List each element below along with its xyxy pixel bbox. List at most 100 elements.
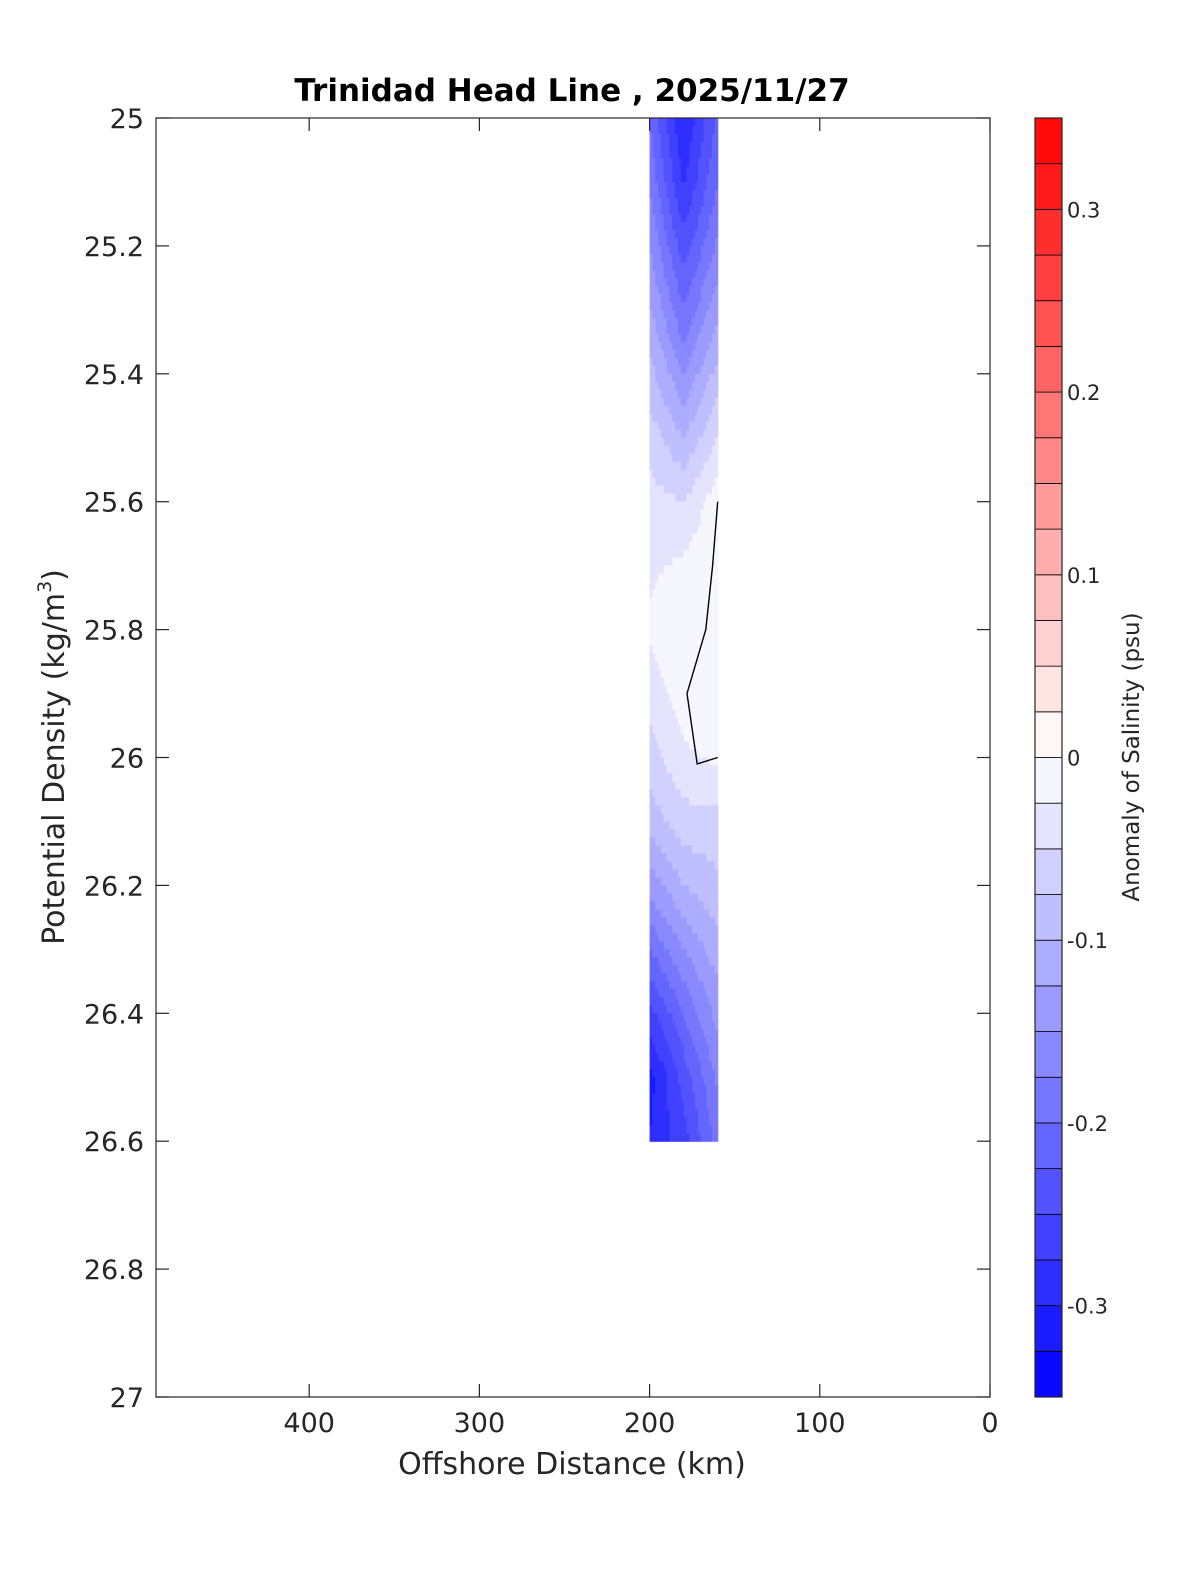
heatmap-cell [706, 989, 710, 998]
heatmap-cell [714, 341, 719, 351]
heatmap-cell [712, 853, 716, 863]
heatmap-cell [712, 677, 716, 687]
heatmap-cell [680, 445, 685, 455]
heatmap-cell [694, 893, 699, 902]
heatmap-cell [689, 197, 693, 207]
heatmap-cell [694, 125, 699, 135]
heatmap-cell [675, 277, 679, 287]
heatmap-cell [675, 869, 679, 878]
heatmap-cell [652, 829, 656, 839]
heatmap-cell [694, 741, 699, 751]
heatmap-cell [683, 653, 688, 663]
heatmap-cell [686, 373, 690, 383]
heatmap-cell [677, 333, 682, 343]
heatmap-cell [677, 933, 682, 942]
heatmap-cell [652, 933, 656, 942]
heatmap-cell [706, 381, 710, 391]
heatmap-cell [663, 909, 668, 918]
heatmap-cell [700, 541, 705, 551]
heatmap-cell [703, 1125, 707, 1134]
heatmap-cell [689, 493, 693, 503]
heatmap-cell [683, 869, 688, 878]
heatmap-cell [706, 221, 710, 231]
heatmap-cell [658, 821, 662, 831]
heatmap-cell [700, 181, 705, 191]
heatmap-cell [660, 541, 665, 551]
heatmap-cell [652, 885, 656, 894]
heatmap-cell [675, 317, 679, 327]
heatmap-cell [686, 661, 690, 671]
heatmap-cell [709, 173, 713, 183]
heatmap-cell [655, 453, 659, 463]
heatmap-cell [706, 1077, 710, 1086]
heatmap-cell [703, 309, 707, 319]
heatmap-cell [689, 333, 693, 343]
heatmap-cell [683, 541, 688, 551]
heatmap-cell [677, 765, 682, 775]
heatmap-cell [660, 677, 665, 687]
heatmap-cell [680, 749, 685, 759]
heatmap-cell [677, 1045, 682, 1054]
zero-contour-line [686, 501, 719, 765]
heatmap-cell [669, 469, 673, 479]
heatmap-cell [655, 493, 659, 503]
heatmap-cell [694, 677, 699, 687]
heatmap-cell [683, 1005, 688, 1014]
heatmap-cell [675, 485, 679, 495]
heatmap-cell [692, 981, 696, 990]
heatmap-cell [712, 221, 716, 231]
heatmap-cell [686, 333, 690, 343]
heatmap-cell [658, 781, 662, 791]
heatmap-cell [712, 509, 716, 519]
heatmap-cell [692, 565, 696, 575]
heatmap-cell [714, 557, 719, 567]
heatmap-cell [689, 1045, 693, 1054]
heatmap-cell [700, 813, 705, 823]
heatmap-cell [692, 781, 696, 791]
heatmap-cell [658, 861, 662, 871]
heatmap-cell [649, 493, 654, 503]
heatmap-cell [680, 349, 685, 359]
heatmap-cell [666, 933, 671, 942]
heatmap-cell [669, 981, 673, 990]
heatmap-cell [677, 118, 682, 127]
heatmap-cell [652, 645, 656, 655]
heatmap-cell [700, 957, 705, 966]
heatmap-cell [672, 925, 676, 934]
heatmap-cell [675, 693, 679, 703]
heatmap-cell [672, 781, 676, 791]
heatmap-cell [677, 205, 682, 215]
heatmap-cell [703, 725, 707, 735]
heatmap-cell [692, 493, 696, 503]
heatmap-cell [677, 1085, 682, 1094]
heatmap-cell [686, 621, 690, 631]
heatmap-cell [680, 381, 685, 391]
heatmap-cell [658, 941, 662, 950]
heatmap-cell [700, 333, 705, 343]
heatmap-cell [700, 469, 705, 479]
heatmap-cell [709, 1077, 713, 1086]
heatmap-cell [672, 813, 676, 823]
heatmap-cell [703, 797, 707, 807]
heatmap-cell [686, 765, 690, 775]
heatmap-cell [712, 741, 716, 751]
heatmap-cell [706, 637, 710, 647]
heatmap-cell [689, 1093, 693, 1102]
heatmap-cell [692, 757, 696, 767]
heatmap-cell [683, 205, 688, 215]
heatmap-cell [697, 773, 702, 783]
heatmap-cell [703, 901, 707, 910]
heatmap-cell [697, 1109, 702, 1118]
heatmap-cell [677, 301, 682, 311]
heatmap-cell [675, 861, 679, 871]
heatmap-cell [692, 141, 696, 151]
heatmap-cell [669, 941, 673, 950]
heatmap-cell [686, 309, 690, 319]
heatmap-cell [677, 461, 682, 471]
heatmap-cell [700, 1077, 705, 1086]
heatmap-cell [658, 141, 662, 151]
heatmap-cell [663, 741, 668, 751]
heatmap-cell [663, 1085, 668, 1094]
heatmap-cell [683, 669, 688, 679]
heatmap-cell [660, 453, 665, 463]
